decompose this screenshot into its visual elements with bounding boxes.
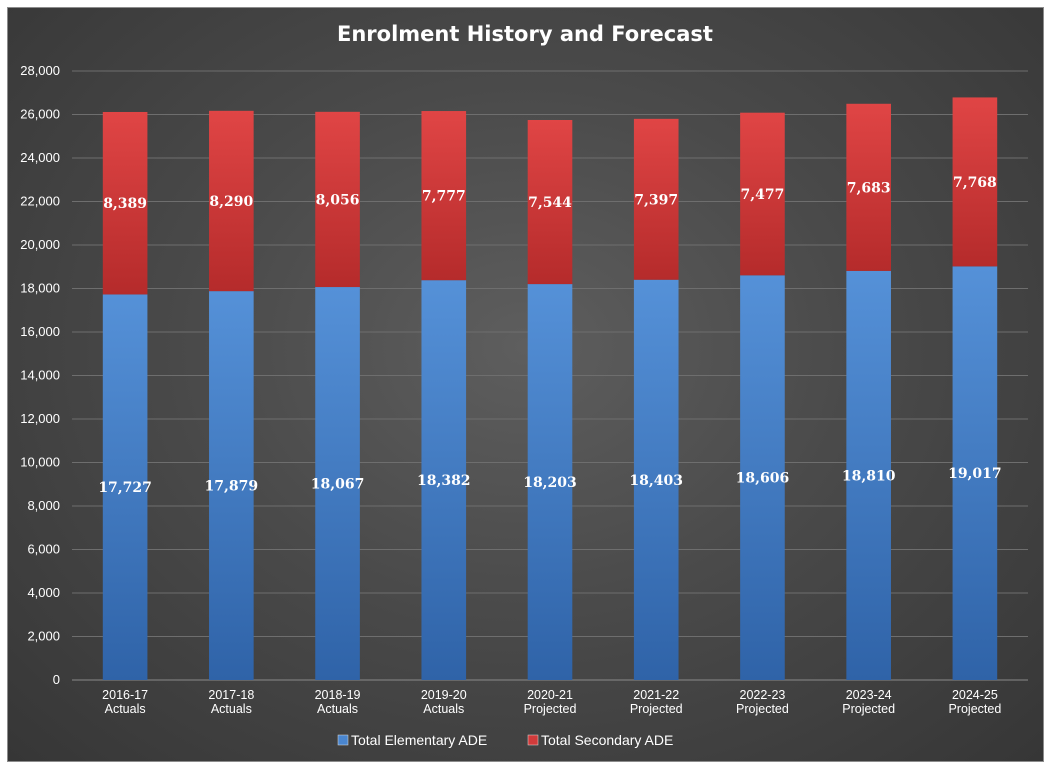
x-tick-label: 2022-23 — [740, 688, 786, 702]
x-tick-label: 2016-17 — [102, 688, 148, 702]
bar-elementary — [315, 287, 360, 680]
data-label-secondary: 8,056 — [316, 192, 360, 208]
data-label-elementary: 18,382 — [417, 473, 471, 489]
y-tick-label: 0 — [53, 672, 60, 687]
x-tick-label: 2021-22 — [633, 688, 679, 702]
bar-elementary — [740, 275, 785, 680]
y-tick-label: 16,000 — [20, 324, 60, 339]
data-label-secondary: 7,768 — [953, 175, 997, 191]
data-label-elementary: 18,067 — [311, 477, 365, 493]
bar-secondary — [527, 120, 573, 285]
chart-svg: Enrolment History and Forecast 0 2,000 4,0… — [20, 22, 1028, 748]
data-label-secondary: 7,544 — [528, 195, 572, 211]
x-tick-label: Projected — [524, 702, 577, 716]
y-tick-label: 18,000 — [20, 281, 60, 296]
bar-elementary — [846, 270, 891, 680]
x-tick-label: Projected — [630, 702, 683, 716]
x-tick-label: Projected — [736, 702, 789, 716]
bar-elementary — [633, 279, 679, 680]
y-axis: 0 2,000 4,000 6,000 8,000 10,000 12,000 14,000 1… — [20, 63, 60, 687]
legend-label-elementary: Total Elementary ADE — [351, 732, 487, 748]
bar-secondary — [209, 110, 254, 292]
y-tick-label: 26,000 — [20, 107, 60, 122]
data-label-elementary: 18,810 — [842, 468, 896, 484]
y-tick-label: 4,000 — [27, 585, 60, 600]
legend-label-secondary: Total Secondary ADE — [541, 732, 673, 748]
bar-elementary — [421, 280, 467, 680]
bar-secondary — [421, 111, 467, 281]
x-tick-label: 2019-20 — [421, 688, 467, 702]
x-tick-label: 2024-25 — [952, 688, 998, 702]
x-tick-label: Actuals — [317, 702, 358, 716]
x-tick-label: Actuals — [211, 702, 252, 716]
bar-secondary — [740, 112, 785, 276]
x-tick-label: 2020-21 — [527, 688, 573, 702]
y-tick-label: 10,000 — [20, 455, 60, 470]
y-tick-label: 22,000 — [20, 194, 60, 209]
bar-secondary — [633, 118, 679, 280]
x-tick-label: Projected — [842, 702, 895, 716]
data-label-secondary: 7,683 — [847, 180, 891, 196]
chart-title: Enrolment History and Forecast — [337, 22, 713, 46]
data-label-elementary: 17,879 — [205, 479, 259, 495]
bar-secondary — [315, 111, 360, 288]
bar-secondary — [952, 97, 998, 267]
x-tick-label: Actuals — [423, 702, 464, 716]
legend: Total Elementary ADE Total Secondary ADE — [337, 732, 673, 748]
data-label-secondary: 7,397 — [634, 192, 678, 208]
y-tick-label: 24,000 — [20, 150, 60, 165]
x-tick-label: Projected — [948, 702, 1001, 716]
bar-elementary — [527, 284, 573, 680]
legend-swatch-elementary — [337, 734, 349, 746]
data-label-elementary: 18,606 — [736, 471, 790, 487]
legend-swatch-secondary — [527, 734, 539, 746]
y-tick-label: 2,000 — [27, 629, 60, 644]
data-label-secondary: 8,290 — [209, 194, 253, 210]
x-tick-label: Actuals — [105, 702, 146, 716]
y-tick-label: 6,000 — [27, 542, 60, 557]
x-tick-label: 2018-19 — [315, 688, 361, 702]
bar-elementary — [209, 291, 254, 680]
y-tick-label: 28,000 — [20, 63, 60, 78]
bar-elementary — [102, 294, 148, 680]
bar-secondary — [846, 103, 891, 271]
x-tick-label: 2017-18 — [208, 688, 254, 702]
data-label-secondary: 7,777 — [422, 189, 466, 205]
data-label-elementary: 18,203 — [523, 475, 577, 491]
y-tick-label: 20,000 — [20, 237, 60, 252]
chart-frame: Enrolment History and Forecast 0 2,000 4,0… — [7, 7, 1044, 762]
y-tick-label: 8,000 — [27, 498, 60, 513]
y-tick-label: 12,000 — [20, 411, 60, 426]
x-axis: 2016-17Actuals2017-18Actuals2018-19Actua… — [102, 688, 1001, 716]
bar-elementary — [952, 266, 998, 680]
data-label-secondary: 7,477 — [741, 187, 785, 203]
y-tick-label: 14,000 — [20, 368, 60, 383]
data-label-elementary: 19,017 — [948, 466, 1002, 482]
x-tick-label: 2023-24 — [846, 688, 892, 702]
bar-secondary — [102, 111, 148, 295]
data-label-elementary: 17,727 — [98, 480, 152, 496]
data-label-elementary: 18,403 — [629, 473, 683, 489]
bars: 17,727 8,389 17,879 8,290 18,067 8,056 18,382 7… — [98, 97, 1002, 680]
data-label-secondary: 8,389 — [103, 196, 147, 212]
